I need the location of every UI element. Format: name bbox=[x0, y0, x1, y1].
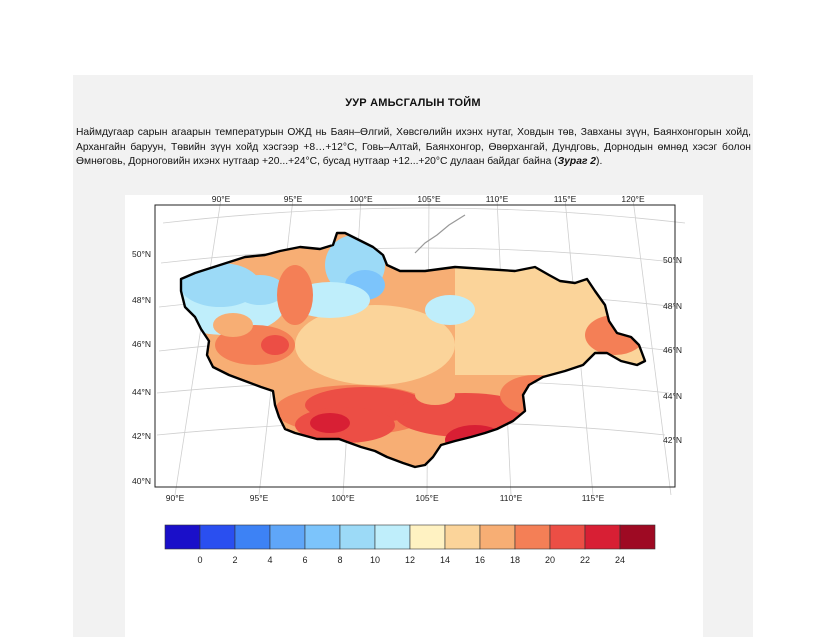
plot-frame bbox=[154, 204, 676, 488]
colorbar-tick-label: 4 bbox=[267, 555, 272, 565]
colorbar-tick-label: 8 bbox=[337, 555, 342, 565]
colorbar-swatch bbox=[584, 524, 621, 550]
colorbar-ticks: 0 2 4 6 8 10 12 14 16 18 20 22 24 bbox=[197, 555, 625, 565]
top-lon-label: 90°E bbox=[212, 195, 231, 204]
map-svg: 90°E 95°E 100°E 105°E 110°E 115°E 120°E … bbox=[132, 194, 686, 565]
colorbar-swatch bbox=[444, 524, 481, 550]
bottom-lon-label: 115°E bbox=[582, 493, 605, 503]
colorbar-swatch bbox=[479, 524, 516, 550]
top-lon-label: 110°E bbox=[486, 195, 509, 204]
document-page: УУР АМЬСГАЛЫН ТОЙМ Наймдугаар сарын агаа… bbox=[73, 75, 753, 637]
right-lat-label: 44°N bbox=[663, 391, 682, 401]
colorbar-swatch bbox=[514, 524, 551, 550]
colorbar bbox=[164, 524, 656, 550]
colorbar-tick-label: 24 bbox=[615, 555, 625, 565]
colorbar-tick-label: 20 bbox=[545, 555, 555, 565]
colorbar-tick-label: 6 bbox=[302, 555, 307, 565]
page-title: УУР АМЬСГАЛЫН ТОЙМ bbox=[345, 97, 481, 109]
colorbar-tick-label: 10 bbox=[370, 555, 380, 565]
bottom-lon-label: 110°E bbox=[500, 493, 523, 503]
top-lon-label: 95°E bbox=[284, 195, 303, 204]
top-lon-label: 115°E bbox=[554, 195, 577, 204]
colorbar-swatch bbox=[374, 524, 411, 550]
colorbar-tick-label: 14 bbox=[440, 555, 450, 565]
right-lat-label: 50°N bbox=[663, 255, 682, 265]
bottom-lon-label: 100°E bbox=[331, 493, 355, 503]
colorbar-tick-label: 0 bbox=[197, 555, 202, 565]
top-lon-label: 120°E bbox=[621, 195, 645, 204]
right-lat-label: 42°N bbox=[663, 435, 682, 445]
temperature-map-figure: 90°E 95°E 100°E 105°E 110°E 115°E 120°E … bbox=[125, 194, 703, 637]
colorbar-tick-label: 12 bbox=[405, 555, 415, 565]
colorbar-tick-label: 22 bbox=[580, 555, 590, 565]
colorbar-swatch bbox=[339, 524, 376, 550]
colorbar-swatch bbox=[304, 524, 341, 550]
left-lat-label: 50°N bbox=[132, 249, 151, 259]
left-lat-label: 42°N bbox=[132, 431, 151, 441]
colorbar-swatch bbox=[619, 524, 656, 550]
bottom-lon-label: 95°E bbox=[250, 493, 269, 503]
colorbar-swatch bbox=[234, 524, 271, 550]
bottom-lon-label: 90°E bbox=[166, 493, 185, 503]
colorbar-swatch bbox=[199, 524, 236, 550]
colorbar-swatch bbox=[409, 524, 446, 550]
colorbar-swatch bbox=[164, 524, 201, 550]
right-lat-label: 48°N bbox=[663, 301, 682, 311]
colorbar-tick-label: 2 bbox=[232, 555, 237, 565]
paragraph-text: Наймдугаар сарын агаарын температурын ОЖ… bbox=[76, 127, 751, 168]
figure-reference: Зураг 2 bbox=[557, 156, 597, 168]
top-lon-label: 105°E bbox=[417, 195, 441, 204]
paragraph-tail: ). bbox=[596, 156, 603, 168]
left-lat-label: 40°N bbox=[132, 476, 151, 486]
body-paragraph: Наймдугаар сарын агаарын температурын ОЖ… bbox=[76, 126, 751, 170]
colorbar-tick-label: 16 bbox=[475, 555, 485, 565]
colorbar-tick-label: 18 bbox=[510, 555, 520, 565]
temperature-field bbox=[181, 233, 645, 467]
left-lat-label: 48°N bbox=[132, 295, 151, 305]
right-lat-label: 46°N bbox=[663, 345, 682, 355]
bottom-lon-label: 105°E bbox=[415, 493, 439, 503]
neighbor-border-line bbox=[414, 214, 466, 254]
top-lon-label: 100°E bbox=[349, 195, 373, 204]
mongolia-outline bbox=[179, 231, 647, 469]
left-lat-label: 46°N bbox=[132, 339, 151, 349]
colorbar-swatch bbox=[549, 524, 586, 550]
colorbar-swatch bbox=[269, 524, 306, 550]
left-lat-label: 44°N bbox=[132, 387, 151, 397]
